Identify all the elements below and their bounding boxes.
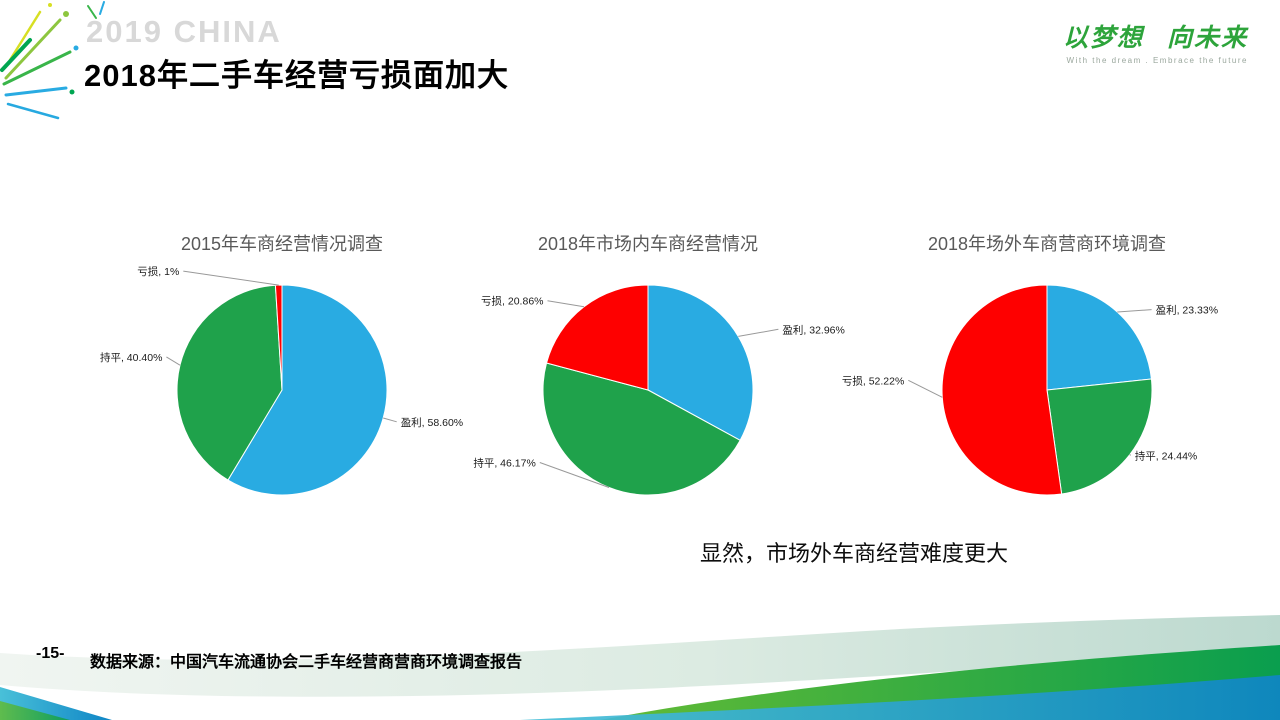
pie-chart-svg: 盈利, 58.60% 持平, 40.40% 亏损, 1% xyxy=(100,265,463,496)
pie-slice-label: 持平, 24.44% xyxy=(1135,449,1197,462)
pie-slice-label: 亏损, 1% xyxy=(137,265,179,278)
pie-label-leader-line xyxy=(738,328,779,337)
pie-chart-svg: 盈利, 32.96% 持平, 46.17% 亏损, 20.86% xyxy=(473,284,845,496)
pie-label-leader-line xyxy=(1117,309,1152,313)
pie-slice-label: 亏损, 52.22% xyxy=(842,374,904,387)
pie-slice-flat xyxy=(542,362,741,496)
page-title: 2018年二手车经营亏损面加大 xyxy=(84,58,509,93)
pie-chart-2015-dealers: 2015年车商经营情况调查 盈利, 58.60% 持平, 40.40% 亏损, 1% xyxy=(100,224,463,536)
pie-slice-profit xyxy=(227,284,388,496)
pie-slice-loss xyxy=(545,284,649,391)
pie-slice-label: 盈利, 58.60% xyxy=(401,417,463,429)
pie-chart-2018-in-market: 2018年市场内车商经营情况 盈利, 32.96% 持平, 46.17% 亏损, 2… xyxy=(468,224,845,536)
chart-title: 2018年市场内车商经营情况 xyxy=(537,234,759,254)
pie-slice-profit xyxy=(1046,284,1152,391)
conclusion-text: 显然，市场外车商经营难度更大 xyxy=(700,541,1009,566)
pie-label-leader-line xyxy=(383,417,397,423)
pie-slice-label: 亏损, 20.86% xyxy=(481,295,543,308)
chart-title: 2015年车商经营情况调查 xyxy=(180,234,384,254)
pie-label-leader-line xyxy=(908,379,943,398)
fireworks-decoration xyxy=(0,1,105,120)
bottom-wave-decoration xyxy=(0,615,1280,720)
pie-label-leader-line xyxy=(183,270,279,286)
pie-label-leader-line xyxy=(547,300,585,308)
pie-slice-loss xyxy=(941,284,1063,496)
page-number: -15- xyxy=(36,645,65,662)
pie-slice-label: 持平, 46.17% xyxy=(473,457,535,470)
logo-tagline: With the dream . Embrace the future xyxy=(1066,56,1248,65)
chart-title: 2018年场外车商营商环境调查 xyxy=(927,234,1167,254)
pie-slice-label: 持平, 40.40% xyxy=(100,351,162,364)
pie-slice-flat xyxy=(1046,378,1153,495)
pie-label-leader-line xyxy=(1129,454,1132,456)
data-source-note: 数据来源：中国汽车流通协会二手车经营商营商环境调查报告 xyxy=(90,654,523,671)
pie-slice-label: 盈利, 32.96% xyxy=(782,324,844,336)
watermark-text: 2019 CHINA xyxy=(86,14,282,49)
pie-label-leader-line xyxy=(539,462,610,488)
brand-logo: 以梦想 向未来 With the dream . Embrace the fut… xyxy=(1063,18,1248,65)
pie-slice-label: 盈利, 23.33% xyxy=(1156,305,1218,317)
pie-label-leader-line xyxy=(166,356,181,366)
pie-chart-svg: 盈利, 23.33% 持平, 24.44% 亏损, 52.22% xyxy=(842,284,1218,496)
pie-chart-2018-out-of-market: 2018年场外车商营商环境调查 盈利, 23.33% 持平, 24.44% 亏损, … xyxy=(842,224,1227,536)
logo-slogan: 以梦想 向未来 xyxy=(1063,24,1248,52)
